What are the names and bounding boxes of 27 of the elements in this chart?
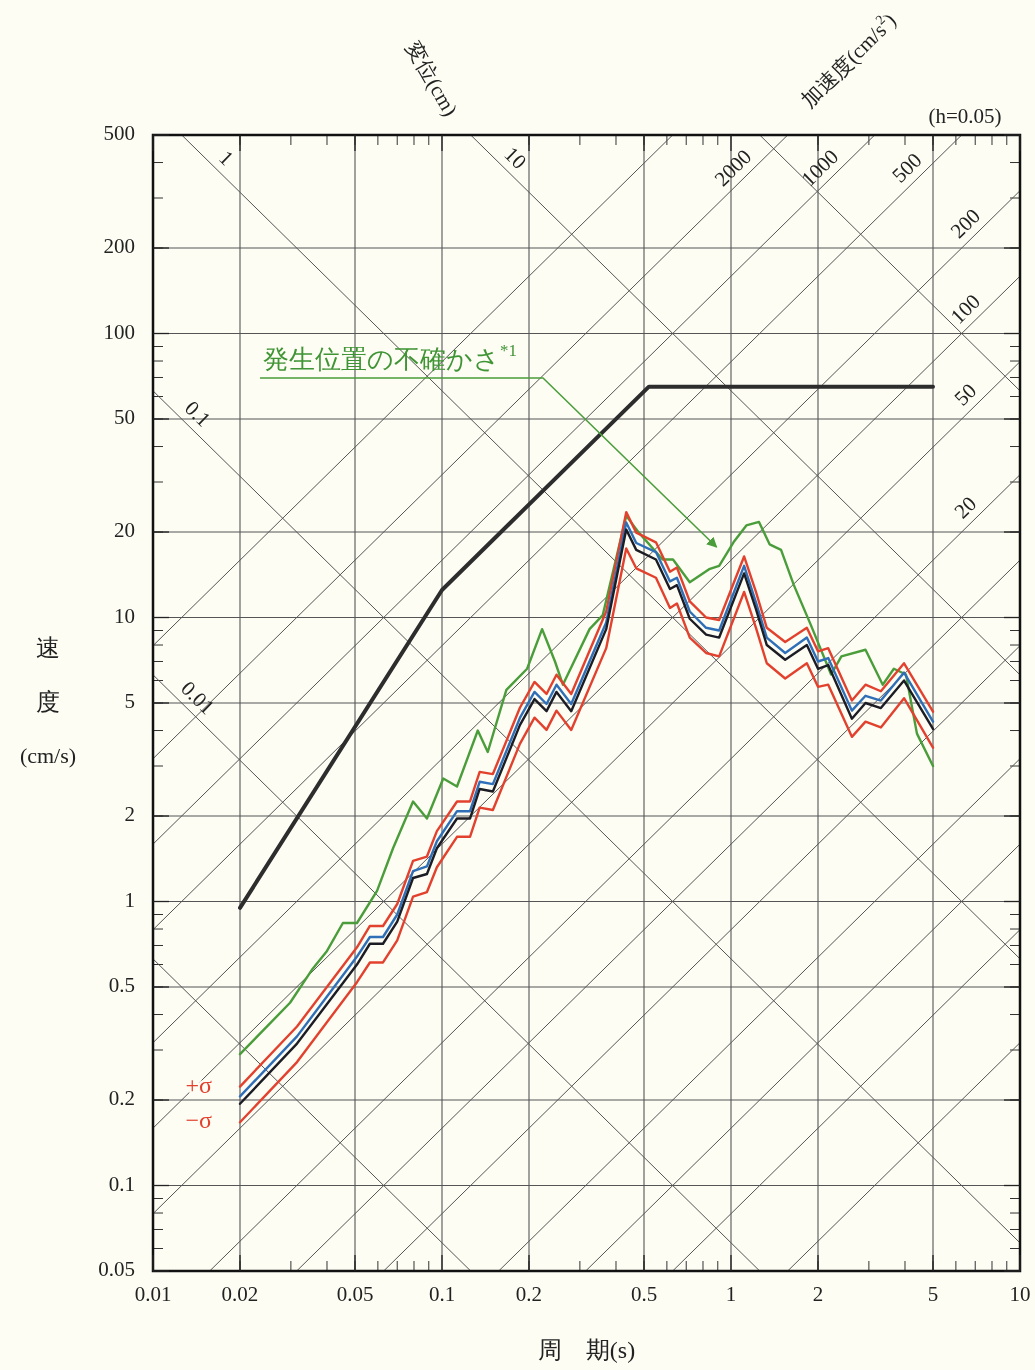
- y-tick-label: 500: [103, 120, 135, 145]
- y-tick-label: 0.5: [108, 972, 135, 997]
- y-tick-label: 0.2: [108, 1085, 135, 1110]
- x-tick-label: 10: [1009, 1281, 1031, 1306]
- x-axis-title: 周 期(s): [537, 1336, 636, 1363]
- y-tick-label: 100: [103, 319, 135, 344]
- y-tick-label: 5: [124, 688, 135, 713]
- x-tick-label: 5: [927, 1281, 939, 1306]
- x-tick-label: 0.1: [428, 1281, 456, 1306]
- x-tick-label: 1: [725, 1281, 737, 1306]
- y-tick-label: 0.05: [98, 1256, 135, 1281]
- y-tick-label: 200: [103, 233, 135, 258]
- x-tick-label: 0.5: [630, 1281, 658, 1306]
- y-axis-title: 速度(cm/s): [19, 634, 77, 769]
- y-tick-label: 0.1: [108, 1171, 135, 1196]
- x-tick-label: 0.05: [336, 1281, 374, 1306]
- x-tick-label: 0.2: [515, 1281, 543, 1306]
- y-tick-label: 10: [114, 603, 135, 628]
- x-tick-label: 2: [812, 1281, 824, 1306]
- annotation: (h=0.05): [928, 103, 1002, 128]
- y-tick-label: 50: [114, 404, 135, 429]
- x-tick-label: 0.01: [134, 1281, 172, 1306]
- x-tick-label: 0.02: [221, 1281, 259, 1306]
- y-tick-label: 2: [124, 801, 135, 826]
- y-tick-label: 1: [124, 887, 135, 912]
- annotation: 発生位置の不確かさ$^{*1}$: [263, 341, 517, 374]
- y-tick-label: 20: [114, 517, 135, 542]
